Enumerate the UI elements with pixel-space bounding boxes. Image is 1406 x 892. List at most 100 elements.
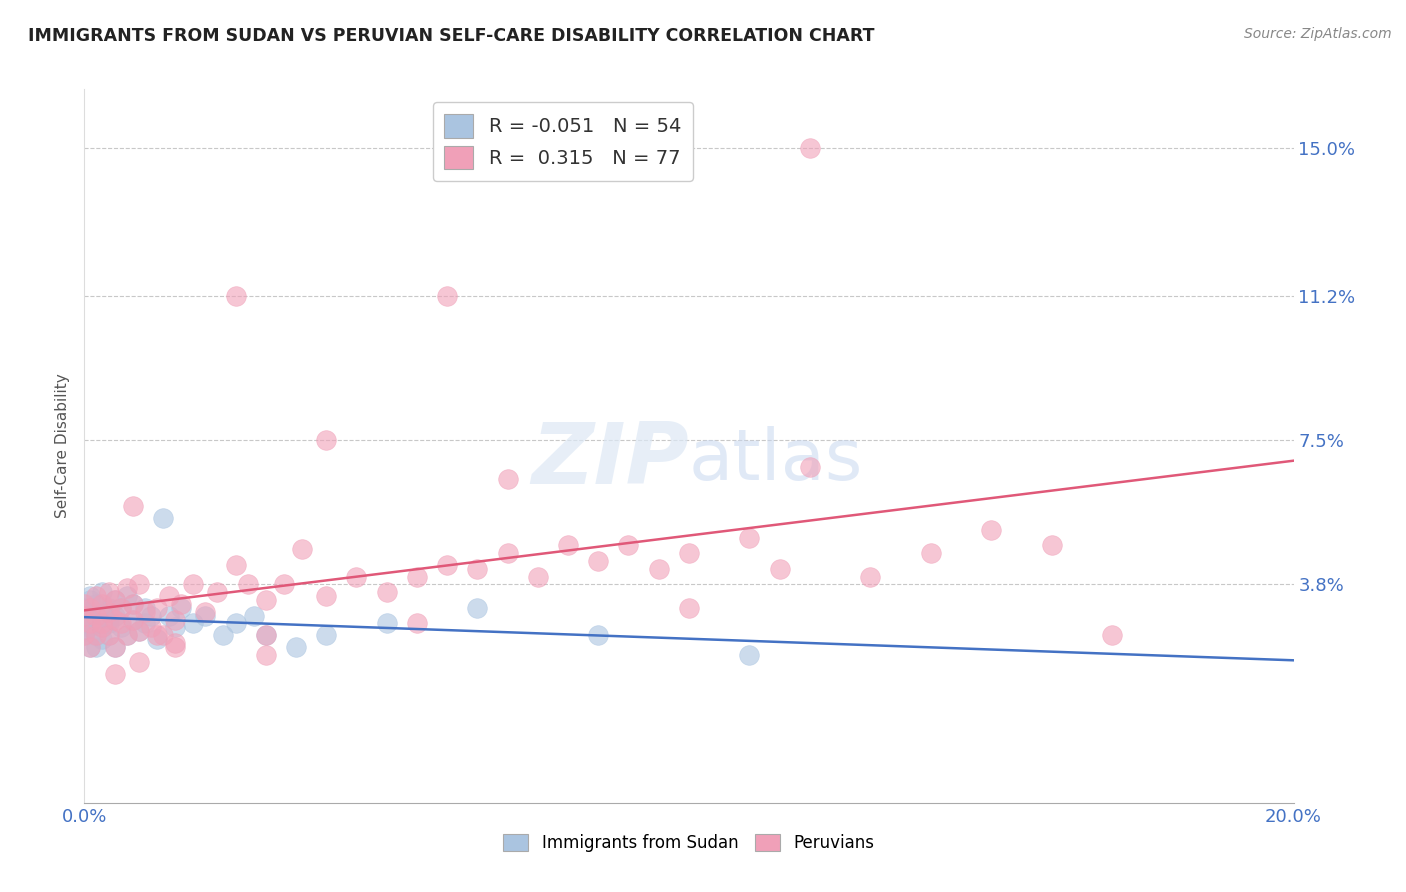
Point — [86, 608, 108, 623]
Point — [97, 600, 120, 615]
Point — [236, 577, 259, 591]
Point — [110, 600, 132, 615]
Point — [121, 613, 143, 627]
Point — [121, 500, 143, 514]
Point — [86, 597, 108, 611]
Point — [79, 620, 101, 634]
Point — [97, 605, 120, 619]
Point — [121, 597, 143, 611]
Point — [79, 605, 101, 619]
Point — [436, 558, 458, 572]
Text: ZIP: ZIP — [531, 418, 689, 502]
Point — [315, 433, 337, 447]
Point — [1101, 628, 1123, 642]
Point — [738, 531, 761, 545]
Point — [110, 616, 132, 631]
Point — [86, 640, 108, 654]
Point — [557, 538, 579, 552]
Point — [146, 600, 169, 615]
Point — [406, 569, 429, 583]
Point — [157, 608, 180, 623]
Point — [97, 616, 120, 631]
Point — [375, 616, 398, 631]
Point — [678, 546, 700, 560]
Text: Source: ZipAtlas.com: Source: ZipAtlas.com — [1244, 27, 1392, 41]
Point — [315, 589, 337, 603]
Point — [104, 640, 127, 654]
Point — [406, 616, 429, 631]
Point — [146, 628, 169, 642]
Point — [91, 632, 114, 646]
Point — [242, 608, 264, 623]
Point — [799, 460, 821, 475]
Point — [115, 628, 138, 642]
Point — [79, 589, 101, 603]
Point — [104, 613, 127, 627]
Point — [194, 608, 217, 623]
Point — [225, 558, 247, 572]
Point — [79, 600, 101, 615]
Point — [139, 620, 162, 634]
Point — [146, 632, 169, 646]
Point — [207, 585, 229, 599]
Point — [128, 656, 150, 670]
Y-axis label: Self-Care Disability: Self-Care Disability — [55, 374, 70, 518]
Point — [165, 613, 187, 627]
Point — [91, 620, 114, 634]
Point — [79, 613, 101, 627]
Point — [273, 577, 295, 591]
Point — [254, 628, 277, 642]
Point — [79, 593, 101, 607]
Point — [73, 608, 96, 623]
Point — [79, 616, 101, 631]
Point — [86, 628, 108, 642]
Point — [738, 648, 761, 662]
Point — [73, 616, 96, 631]
Point — [73, 600, 96, 615]
Point — [859, 569, 882, 583]
Point — [799, 141, 821, 155]
Point — [315, 628, 337, 642]
Point — [79, 640, 101, 654]
Point — [104, 608, 127, 623]
Point — [170, 600, 193, 615]
Point — [181, 577, 204, 591]
Point — [73, 628, 96, 642]
Point — [346, 569, 368, 583]
Point — [165, 620, 187, 634]
Point — [134, 600, 156, 615]
Point — [128, 624, 150, 639]
Point — [115, 582, 138, 596]
Point — [678, 600, 700, 615]
Point — [225, 616, 247, 631]
Point — [212, 628, 235, 642]
Point — [121, 613, 143, 627]
Point — [86, 616, 108, 631]
Point — [254, 648, 277, 662]
Point — [121, 597, 143, 611]
Point — [254, 593, 277, 607]
Point — [285, 640, 308, 654]
Point — [73, 624, 96, 639]
Point — [194, 605, 217, 619]
Point — [128, 577, 150, 591]
Point — [588, 628, 610, 642]
Point — [648, 562, 671, 576]
Point — [134, 616, 156, 631]
Text: atlas: atlas — [689, 425, 863, 495]
Point — [139, 608, 162, 623]
Point — [291, 542, 314, 557]
Point — [980, 523, 1002, 537]
Point — [73, 597, 96, 611]
Point — [73, 628, 96, 642]
Point — [110, 600, 132, 615]
Point — [91, 616, 114, 631]
Point — [157, 589, 180, 603]
Point — [86, 628, 108, 642]
Point — [73, 608, 96, 623]
Point — [769, 562, 792, 576]
Point — [115, 589, 138, 603]
Point — [152, 628, 174, 642]
Point — [375, 585, 398, 599]
Point — [104, 667, 127, 681]
